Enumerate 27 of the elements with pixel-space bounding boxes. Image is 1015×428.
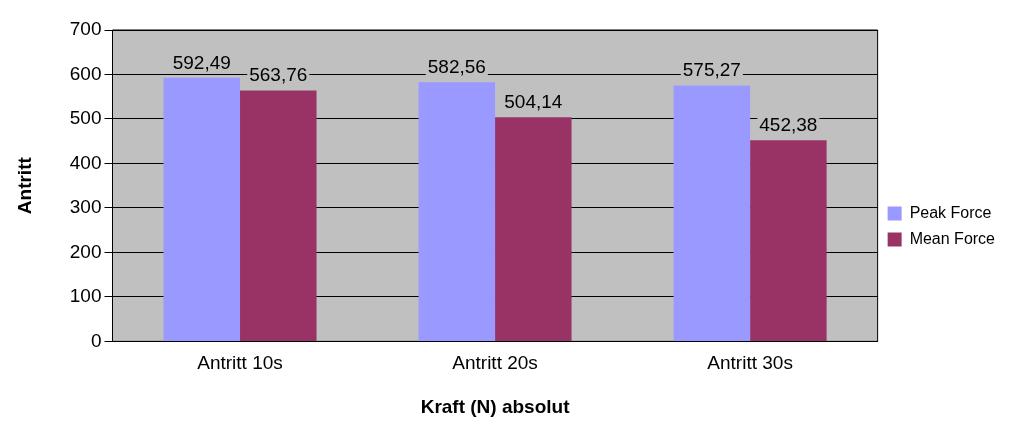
- bar: [163, 77, 241, 341]
- bar: [495, 117, 572, 341]
- bar: [240, 90, 317, 341]
- y-tick-label: 400: [69, 151, 102, 173]
- data-label: 582,56: [427, 55, 486, 77]
- bar: [673, 85, 751, 341]
- y-tick-label: 0: [90, 329, 102, 351]
- legend-label: Peak Force: [909, 203, 992, 221]
- data-label: 452,38: [759, 113, 818, 135]
- y-tick-label: 600: [69, 62, 102, 84]
- bar: [750, 140, 827, 341]
- data-label: 504,14: [504, 90, 563, 112]
- legend-label: Mean Force: [909, 229, 996, 247]
- x-tick-label: Antritt 10s: [197, 352, 283, 374]
- x-axis-title: Kraft (N) absolut: [420, 395, 571, 417]
- bar: [418, 82, 496, 341]
- y-tick-label: 200: [69, 240, 102, 262]
- data-label: 575,27: [682, 59, 741, 81]
- y-axis-title: Antritt: [13, 156, 35, 215]
- x-tick-label: Antritt 20s: [452, 352, 538, 374]
- data-label: 592,49: [172, 51, 231, 73]
- y-tick-label: 500: [69, 107, 102, 129]
- x-tick-label: Antritt 30s: [707, 352, 793, 374]
- y-tick-label: 100: [69, 285, 102, 307]
- y-tick-label: 700: [69, 18, 102, 40]
- data-label: 563,76: [249, 64, 308, 86]
- y-tick-label: 300: [69, 196, 102, 218]
